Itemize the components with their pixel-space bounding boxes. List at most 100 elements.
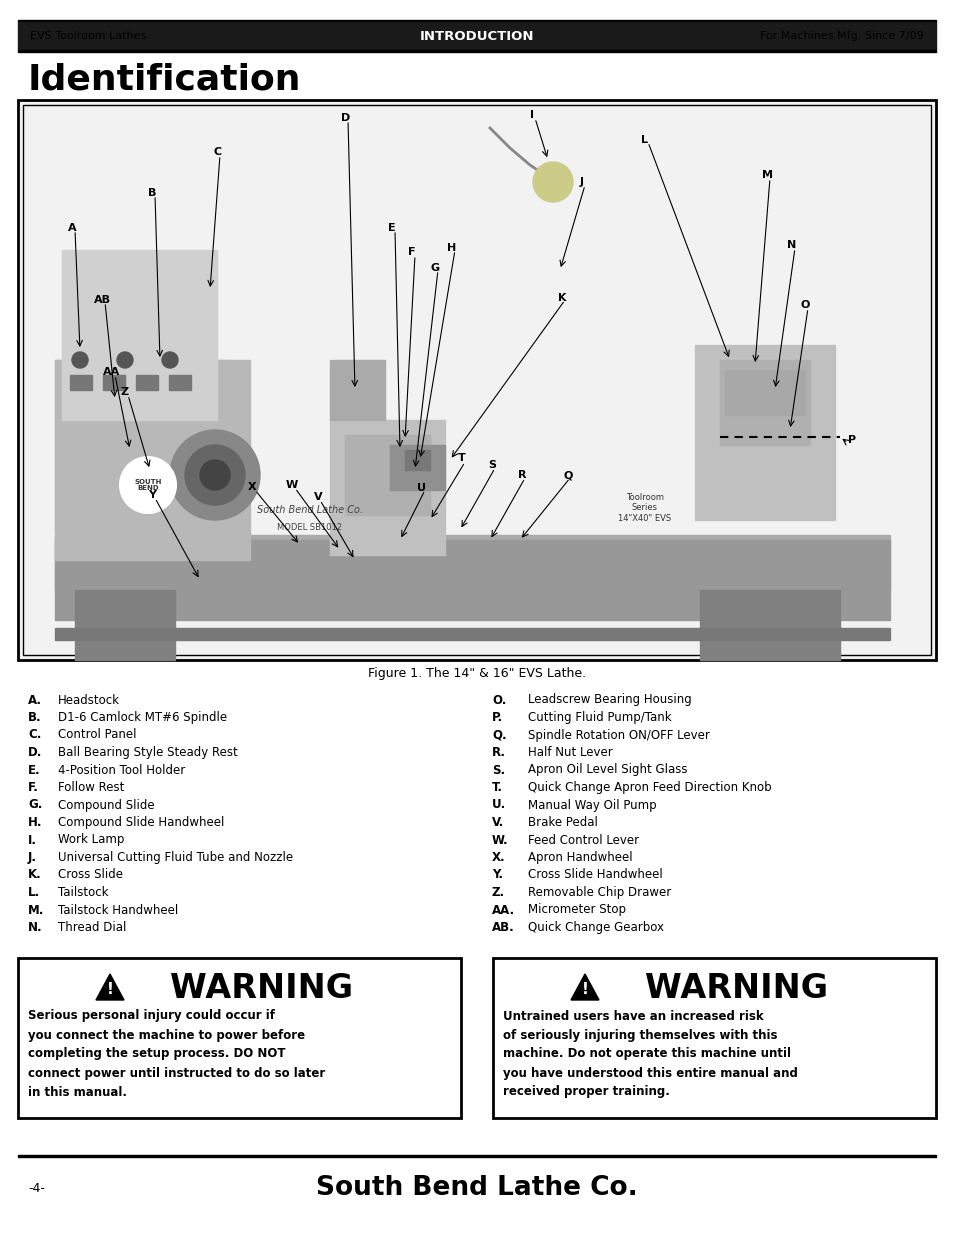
Text: MODEL SB1012: MODEL SB1012 xyxy=(277,522,342,531)
Text: G.: G. xyxy=(28,799,42,811)
Bar xyxy=(23,105,930,655)
Text: For Machines Mfg. Since 7/09: For Machines Mfg. Since 7/09 xyxy=(760,31,923,41)
Bar xyxy=(345,435,430,515)
Bar xyxy=(18,1155,935,1157)
Text: Tailstock Handwheel: Tailstock Handwheel xyxy=(58,904,178,916)
Text: X: X xyxy=(248,482,256,492)
Bar xyxy=(18,958,460,1118)
Text: I: I xyxy=(530,110,534,120)
Text: S: S xyxy=(488,459,496,471)
Polygon shape xyxy=(96,974,124,1000)
Circle shape xyxy=(71,352,88,368)
Text: South Bend Lathe Co.: South Bend Lathe Co. xyxy=(315,1174,638,1200)
Text: Spindle Rotation ON/OFF Lever: Spindle Rotation ON/OFF Lever xyxy=(527,729,709,741)
Bar xyxy=(330,359,385,420)
Bar xyxy=(330,420,444,555)
Text: T.: T. xyxy=(492,781,502,794)
Text: J: J xyxy=(579,177,583,186)
Bar xyxy=(390,445,444,490)
Text: Follow Rest: Follow Rest xyxy=(58,781,124,794)
Text: Apron Oil Level Sight Glass: Apron Oil Level Sight Glass xyxy=(527,763,687,777)
Text: Universal Cutting Fluid Tube and Nozzle: Universal Cutting Fluid Tube and Nozzle xyxy=(58,851,293,864)
Text: M: M xyxy=(761,170,773,180)
Text: H: H xyxy=(447,243,456,253)
Text: !: ! xyxy=(581,983,588,998)
Text: Apron Handwheel: Apron Handwheel xyxy=(527,851,632,864)
Text: INTRODUCTION: INTRODUCTION xyxy=(419,30,534,42)
Circle shape xyxy=(117,352,132,368)
Bar xyxy=(62,249,216,420)
Text: R.: R. xyxy=(492,746,505,760)
Text: Compound Slide Handwheel: Compound Slide Handwheel xyxy=(58,816,224,829)
Bar xyxy=(720,359,809,445)
Text: L: L xyxy=(640,135,648,144)
Text: W.: W. xyxy=(492,834,508,846)
Text: Leadscrew Bearing Housing: Leadscrew Bearing Housing xyxy=(527,694,691,706)
Text: Brake Pedal: Brake Pedal xyxy=(527,816,598,829)
Text: Quick Change Apron Feed Direction Knob: Quick Change Apron Feed Direction Knob xyxy=(527,781,771,794)
Text: AB: AB xyxy=(93,295,111,305)
Text: W: W xyxy=(286,480,297,490)
Text: 4-Position Tool Holder: 4-Position Tool Holder xyxy=(58,763,185,777)
Text: WARNING: WARNING xyxy=(170,972,353,1004)
Text: connect power until instructed to do so later: connect power until instructed to do so … xyxy=(28,1067,325,1079)
Bar xyxy=(55,535,889,590)
Text: R: R xyxy=(517,471,526,480)
Text: Compound Slide: Compound Slide xyxy=(58,799,154,811)
Text: N.: N. xyxy=(28,921,43,934)
Bar xyxy=(55,359,230,530)
Text: Y.: Y. xyxy=(492,868,502,882)
Text: M.: M. xyxy=(28,904,45,916)
Text: you connect the machine to power before: you connect the machine to power before xyxy=(28,1029,305,1041)
Text: F.: F. xyxy=(28,781,39,794)
Text: C.: C. xyxy=(28,729,41,741)
Text: received proper training.: received proper training. xyxy=(502,1086,669,1098)
Text: in this manual.: in this manual. xyxy=(28,1086,127,1098)
Text: Serious personal injury could occur if: Serious personal injury could occur if xyxy=(28,1009,274,1023)
Text: Cutting Fluid Pump/Tank: Cutting Fluid Pump/Tank xyxy=(527,711,671,724)
Text: O: O xyxy=(800,300,809,310)
Text: Quick Change Gearbox: Quick Change Gearbox xyxy=(527,921,663,934)
Bar xyxy=(18,22,935,49)
Bar xyxy=(169,375,191,390)
Circle shape xyxy=(533,162,573,203)
Text: N: N xyxy=(786,240,796,249)
Text: SOUTH
BEND: SOUTH BEND xyxy=(134,478,161,492)
Text: Removable Chip Drawer: Removable Chip Drawer xyxy=(527,885,671,899)
Text: V: V xyxy=(314,492,322,501)
Text: X.: X. xyxy=(492,851,505,864)
Text: A.: A. xyxy=(28,694,42,706)
Text: H.: H. xyxy=(28,816,43,829)
Bar xyxy=(724,370,804,415)
Circle shape xyxy=(120,457,175,513)
Text: EVS Toolroom Lathes: EVS Toolroom Lathes xyxy=(30,31,146,41)
Text: Cross Slide: Cross Slide xyxy=(58,868,123,882)
Text: Control Panel: Control Panel xyxy=(58,729,136,741)
Text: Ball Bearing Style Steady Rest: Ball Bearing Style Steady Rest xyxy=(58,746,237,760)
Bar xyxy=(18,20,935,22)
Text: Feed Control Lever: Feed Control Lever xyxy=(527,834,639,846)
Text: D: D xyxy=(341,112,351,124)
Text: !: ! xyxy=(107,983,113,998)
Text: C: C xyxy=(213,147,222,157)
Text: AA.: AA. xyxy=(492,904,515,916)
Polygon shape xyxy=(571,974,598,1000)
Text: E.: E. xyxy=(28,763,41,777)
Text: I.: I. xyxy=(28,834,37,846)
Bar xyxy=(493,958,935,1118)
Text: Headstock: Headstock xyxy=(58,694,120,706)
Text: Figure 1. The 14" & 16" EVS Lathe.: Figure 1. The 14" & 16" EVS Lathe. xyxy=(368,667,585,680)
Text: AA: AA xyxy=(103,367,120,377)
Text: Z.: Z. xyxy=(492,885,504,899)
Text: L.: L. xyxy=(28,885,40,899)
Text: U: U xyxy=(417,483,426,493)
Text: Z: Z xyxy=(121,387,129,396)
Text: Micrometer Stop: Micrometer Stop xyxy=(527,904,625,916)
Text: S.: S. xyxy=(492,763,504,777)
Bar xyxy=(136,375,158,390)
Text: AB.: AB. xyxy=(492,921,515,934)
Text: O.: O. xyxy=(492,694,506,706)
Text: Manual Way Oil Pump: Manual Way Oil Pump xyxy=(527,799,656,811)
Text: K: K xyxy=(558,293,566,303)
Text: South Bend Lathe Co.: South Bend Lathe Co. xyxy=(256,505,363,515)
